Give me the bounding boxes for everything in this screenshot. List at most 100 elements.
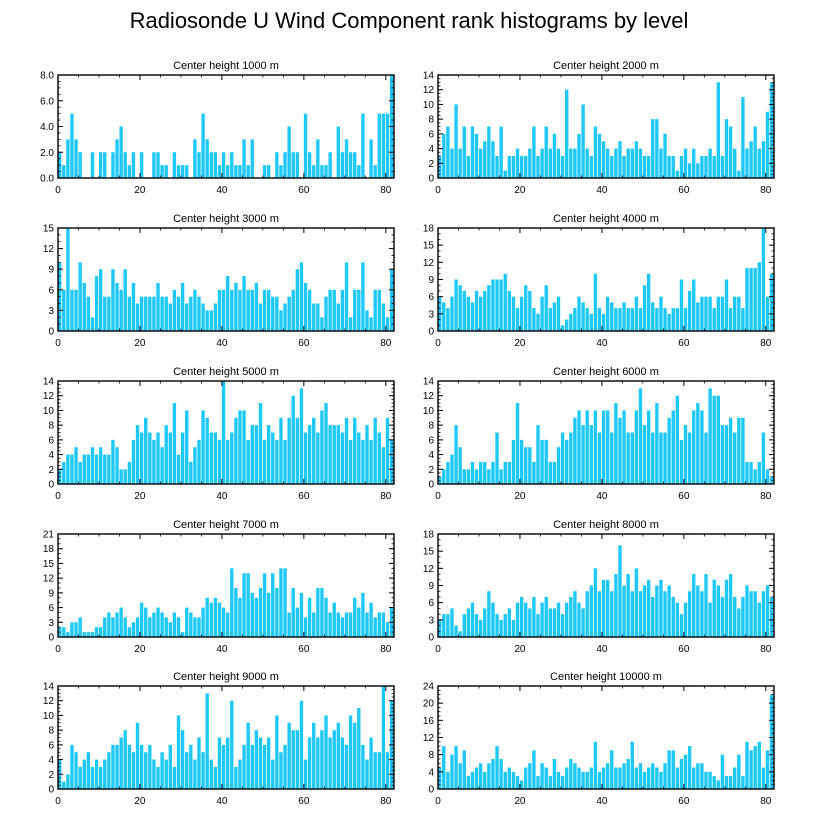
histogram-bar [185, 410, 189, 484]
panel-title: Center height 6000 m [553, 366, 659, 378]
histogram-bar [474, 469, 479, 484]
histogram-bar [115, 282, 119, 331]
histogram-bar [316, 303, 320, 331]
histogram-bar [741, 776, 745, 790]
histogram-bar [745, 585, 749, 637]
histogram-bar [446, 126, 450, 178]
histogram-bar [262, 165, 267, 179]
histogram-bar [152, 296, 156, 331]
histogram-bar [614, 148, 618, 178]
histogram-bar [683, 754, 688, 789]
histogram-bar [622, 302, 626, 331]
histogram-bar [254, 730, 259, 789]
histogram-bar [287, 612, 291, 637]
histogram-bar [544, 596, 548, 637]
histogram-bar [262, 744, 267, 789]
histogram-bar [111, 744, 115, 789]
histogram-bar [193, 759, 197, 789]
y-tick-label: 9 [428, 581, 434, 592]
histogram-bar [246, 289, 250, 331]
x-tick-label: 80 [760, 644, 772, 655]
x-tick-label: 60 [678, 644, 690, 655]
histogram-bar [679, 758, 684, 789]
histogram-bar [185, 752, 189, 789]
histogram-bar [152, 612, 156, 637]
y-tick-label: 8 [428, 750, 434, 761]
histogram-bar [127, 165, 132, 179]
x-tick-label: 60 [678, 185, 690, 196]
y-tick-label: 12 [43, 391, 55, 402]
histogram-bar [548, 308, 552, 331]
histogram-bar [160, 165, 164, 179]
x-tick-label: 20 [514, 185, 526, 196]
y-tick-label: 10 [423, 100, 435, 111]
histogram-bar [82, 632, 86, 637]
histogram-bar [585, 771, 589, 789]
histogram-bar [675, 395, 680, 484]
histogram-bar [712, 155, 716, 178]
histogram-bar [275, 587, 279, 637]
histogram-bar [724, 119, 729, 178]
histogram-bar [197, 152, 201, 178]
histogram-bar [148, 617, 152, 637]
y-tick-label: 0 [48, 633, 54, 644]
y-tick-label: 4 [428, 144, 434, 155]
x-tick-label: 20 [134, 338, 146, 349]
histogram-bar [131, 282, 136, 331]
panel-title: Center height 3000 m [173, 213, 279, 225]
y-tick-label: 8 [48, 421, 54, 432]
histogram-bar [291, 730, 295, 789]
histogram-bar [610, 155, 614, 178]
histogram-bar [524, 767, 528, 789]
histogram-bar [381, 612, 386, 637]
histogram-bar [168, 622, 172, 637]
histogram-bar [462, 469, 466, 484]
panel-title: Center height 7000 m [173, 519, 279, 531]
histogram-bar [262, 439, 267, 484]
histogram-bar [720, 155, 725, 178]
histogram-bar [320, 730, 324, 789]
histogram-bar [503, 771, 507, 789]
histogram-bar [205, 417, 209, 484]
histogram-bar [250, 139, 254, 179]
histogram-bar [275, 296, 279, 331]
histogram-bar [238, 597, 242, 637]
histogram-bar [638, 591, 643, 637]
histogram-bar [201, 607, 205, 637]
histogram-bar [446, 771, 450, 789]
histogram-bar [242, 573, 246, 637]
histogram-bar [328, 612, 332, 637]
histogram-bar [565, 439, 569, 484]
histogram-bar [74, 289, 78, 331]
histogram-bar [90, 152, 95, 178]
histogram-bar [361, 744, 365, 789]
histogram-bar [369, 317, 373, 331]
histogram-bar [185, 165, 189, 179]
histogram-bar [745, 148, 749, 178]
histogram-bar [377, 752, 381, 789]
histogram-bar [258, 737, 263, 789]
histogram-bar [737, 608, 741, 637]
y-tick-label: 15 [423, 241, 435, 252]
plot-frame [57, 533, 395, 638]
x-tick-label: 80 [760, 338, 772, 349]
x-tick-label: 40 [216, 185, 228, 196]
x-tick-label: 60 [298, 644, 310, 655]
x-tick-label: 40 [596, 644, 608, 655]
histogram-bar [556, 771, 561, 789]
panel-title: Center height 5000 m [173, 366, 279, 378]
histogram-bar [511, 439, 516, 484]
histogram-bar [675, 767, 680, 789]
histogram-bar [499, 126, 503, 178]
histogram-bar [515, 602, 520, 637]
panel-title: Center height 2000 m [553, 60, 659, 72]
histogram-bar [491, 461, 495, 484]
histogram-bar [94, 627, 99, 637]
histogram-bar [536, 425, 540, 484]
histogram-bar [524, 602, 528, 637]
histogram-bar [446, 308, 450, 331]
x-tick-label: 80 [380, 185, 392, 196]
histogram-bar [552, 608, 557, 637]
histogram-bar [491, 602, 495, 637]
histogram-bar [74, 139, 78, 179]
